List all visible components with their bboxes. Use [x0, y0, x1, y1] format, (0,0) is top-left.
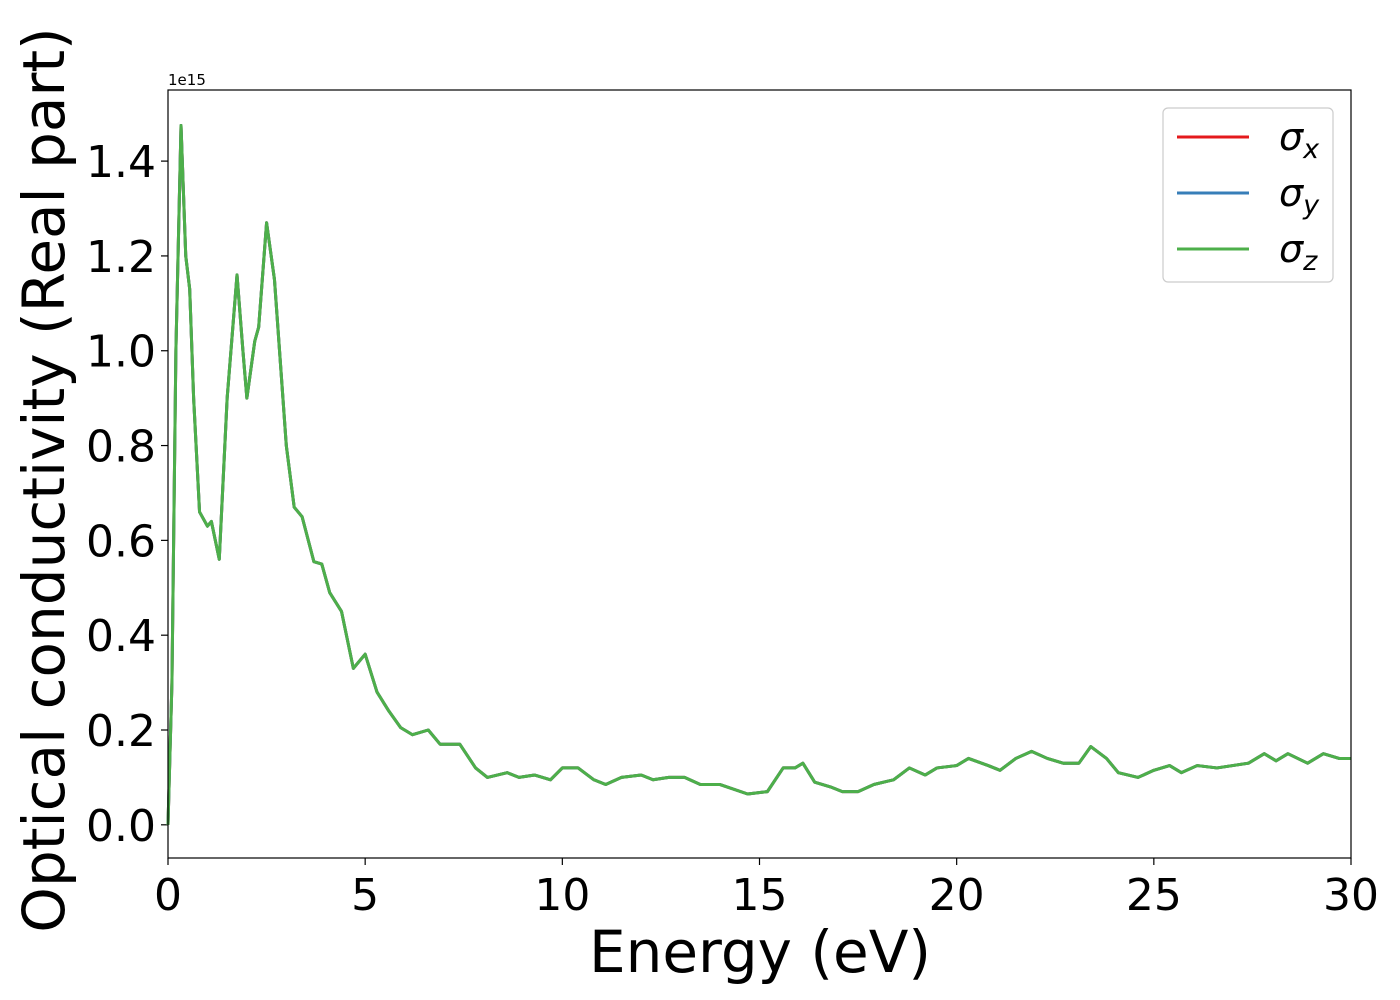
- y-tick-label: 0.8: [86, 422, 156, 473]
- x-tick-label: 5: [351, 870, 379, 921]
- legend-label: σx: [1279, 115, 1320, 165]
- y-tick-label: 0.6: [86, 516, 156, 567]
- plot-frame: [167, 89, 1352, 859]
- y-tick-label: 0.2: [86, 706, 156, 757]
- y-axis-label: Optical conductivity (Real part): [10, 27, 78, 932]
- y-tick-label: 1.0: [86, 327, 156, 378]
- x-tick-label: 20: [929, 870, 985, 921]
- y-tick-label: 0.0: [86, 801, 156, 852]
- y-tick-label: 1.2: [86, 232, 156, 283]
- x-tick-label: 0: [154, 870, 182, 921]
- y-tick-label: 0.4: [86, 611, 156, 662]
- x-tick-label: 25: [1126, 870, 1182, 921]
- x-tick-label: 30: [1323, 870, 1379, 921]
- legend-label: σz: [1279, 227, 1318, 277]
- y-tick-label: 1.4: [86, 137, 156, 188]
- legend-box: [1162, 107, 1334, 283]
- offset-text: 1e15: [168, 71, 206, 89]
- x-tick-label: 15: [732, 870, 788, 921]
- x-tick-label: 10: [534, 870, 590, 921]
- legend-label: σy: [1279, 171, 1320, 221]
- x-axis-label: Energy (eV): [589, 918, 931, 986]
- series-line: [166, 124, 1351, 825]
